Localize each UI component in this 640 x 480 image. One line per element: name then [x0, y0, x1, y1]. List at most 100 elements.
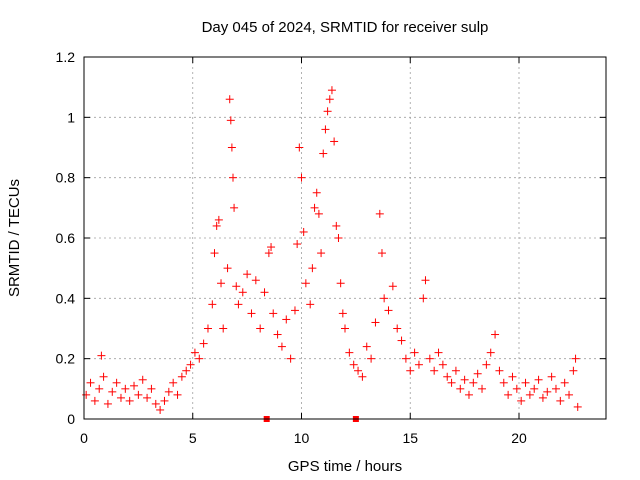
data-point [264, 249, 273, 258]
x-tick-label: 15 [402, 430, 418, 446]
data-point [456, 384, 465, 393]
y-tick-label: 0.6 [56, 230, 76, 246]
data-point [397, 336, 406, 345]
data-point [338, 309, 347, 318]
data-point [464, 390, 473, 399]
data-point [238, 288, 247, 297]
data-point [478, 384, 487, 393]
data-point [565, 390, 574, 399]
plot-frame [83, 56, 607, 420]
data-point [486, 348, 495, 357]
data-point [556, 396, 565, 405]
data-point [367, 354, 376, 363]
data-point [190, 348, 199, 357]
y-tick-label: 0 [67, 411, 75, 427]
data-point [538, 393, 547, 402]
data-point [317, 249, 326, 258]
data-point [319, 149, 328, 158]
data-point [195, 354, 204, 363]
data-point [388, 282, 397, 291]
data-point [203, 324, 212, 333]
data-point [138, 375, 147, 384]
data-point [290, 306, 299, 315]
data-point [321, 125, 330, 134]
data-point [134, 390, 143, 399]
data-point [97, 351, 106, 360]
data-point [354, 366, 363, 375]
data-point [543, 387, 552, 396]
data-point [82, 390, 91, 399]
data-point [151, 399, 160, 408]
data-point [447, 378, 456, 387]
data-point [414, 360, 423, 369]
data-point [491, 330, 500, 339]
data-point [147, 384, 156, 393]
data-point [256, 324, 265, 333]
data-point [164, 387, 173, 396]
y-tick-label: 0.8 [56, 170, 76, 186]
data-point [301, 279, 310, 288]
gridlines [84, 57, 606, 419]
y-axis-label: SRMTID / TECUs [6, 179, 23, 297]
data-point [334, 234, 343, 242]
data-point [112, 378, 121, 387]
data-point [95, 384, 104, 393]
data-point [460, 375, 469, 384]
data-point [234, 300, 243, 309]
data-point [393, 324, 402, 333]
x-tick-label: 5 [189, 430, 197, 446]
data-points [82, 86, 582, 422]
data-point [160, 396, 169, 405]
data-point [375, 209, 384, 218]
data-point [560, 378, 569, 387]
data-point [349, 360, 358, 369]
data-point [121, 384, 130, 393]
data-point [169, 378, 178, 387]
data-point [308, 264, 317, 273]
data-point [341, 324, 349, 333]
data-point [345, 348, 354, 357]
chart-title: Day 045 of 2024, SRMTID for receiver sul… [202, 19, 489, 36]
data-point [273, 330, 282, 339]
data-point [310, 203, 319, 212]
data-point [182, 366, 191, 375]
data-point [223, 264, 232, 273]
data-point [173, 390, 182, 399]
data-point [358, 372, 367, 381]
data-point [482, 360, 491, 369]
data-point [90, 396, 99, 405]
data-point [297, 173, 306, 182]
data-point [267, 243, 276, 252]
y-tick-label: 0.2 [56, 351, 76, 367]
data-point [99, 372, 108, 381]
data-point [286, 354, 295, 363]
data-point [219, 324, 228, 333]
data-point [371, 318, 380, 327]
data-point [143, 393, 152, 402]
data-point [243, 270, 252, 279]
y-tick-label: 1 [67, 109, 75, 125]
data-point [508, 372, 517, 381]
data-point [521, 378, 530, 387]
data-point [212, 221, 221, 230]
data-point [232, 282, 241, 291]
data-point [314, 209, 323, 218]
data-point [406, 366, 415, 375]
data-point [116, 393, 125, 402]
data-point [251, 276, 260, 285]
x-tick-label: 0 [80, 430, 88, 446]
data-point [504, 390, 513, 399]
data-point [473, 369, 482, 378]
data-point [208, 300, 217, 309]
x-tick-label: 10 [294, 430, 310, 446]
data-point [125, 396, 134, 405]
data-point [103, 399, 112, 408]
data-point [177, 372, 186, 381]
data-point [573, 402, 582, 411]
data-point [247, 309, 256, 318]
data-point [517, 396, 526, 405]
data-point [469, 378, 478, 387]
data-point [260, 288, 269, 297]
data-point [384, 306, 393, 315]
